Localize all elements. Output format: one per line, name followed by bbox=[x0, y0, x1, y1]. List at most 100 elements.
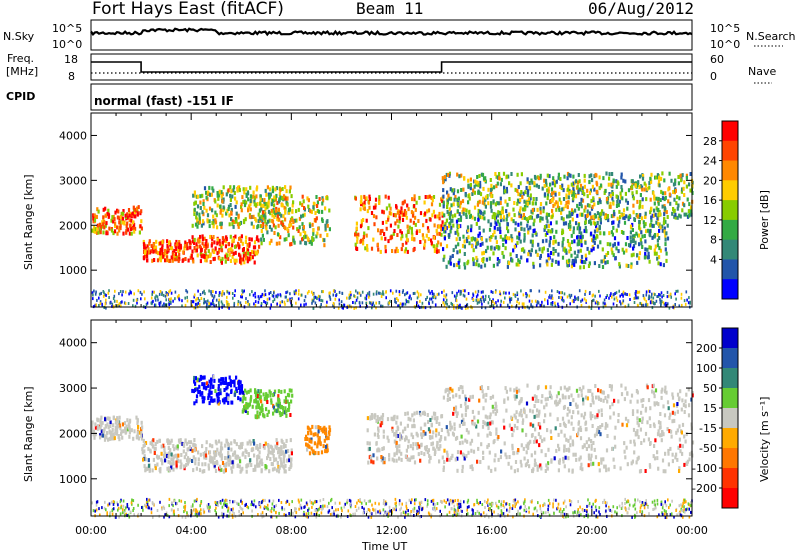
range-cell bbox=[432, 195, 436, 199]
range-cell bbox=[588, 250, 591, 255]
range-cell bbox=[396, 445, 399, 450]
range-cell bbox=[490, 190, 493, 195]
range-cell bbox=[514, 187, 517, 192]
range-cell bbox=[656, 256, 659, 261]
range-cell bbox=[412, 455, 415, 460]
range-cell bbox=[529, 252, 532, 257]
range-cell bbox=[277, 199, 281, 204]
range-cell bbox=[387, 215, 390, 220]
range-cell bbox=[227, 204, 231, 209]
range-cell bbox=[513, 413, 516, 418]
range-cell bbox=[547, 186, 550, 191]
range-cell bbox=[207, 393, 210, 398]
range-cell bbox=[266, 400, 269, 404]
range-cell bbox=[434, 448, 437, 453]
range-cell bbox=[659, 198, 662, 202]
range-cell bbox=[551, 303, 554, 307]
range-cell bbox=[213, 294, 216, 298]
range-cell bbox=[136, 212, 139, 217]
range-cell bbox=[249, 202, 252, 207]
range-cell bbox=[270, 238, 273, 243]
range-cell bbox=[293, 290, 296, 294]
range-cell bbox=[314, 432, 317, 437]
range-cell bbox=[468, 196, 471, 201]
range-cell bbox=[530, 248, 533, 253]
range-cell bbox=[252, 245, 256, 250]
range-cell bbox=[505, 389, 508, 394]
range-cell bbox=[640, 184, 643, 189]
range-cell bbox=[411, 197, 414, 202]
range-cell bbox=[282, 452, 286, 457]
range-cell bbox=[263, 202, 266, 207]
range-cell bbox=[220, 441, 223, 446]
range-cell bbox=[307, 198, 310, 203]
range-cell bbox=[158, 438, 161, 443]
range-cell bbox=[411, 213, 415, 218]
range-cell bbox=[365, 294, 368, 298]
range-cell bbox=[608, 296, 610, 300]
range-cell bbox=[263, 300, 265, 303]
range-cell bbox=[618, 209, 621, 214]
range-cell bbox=[629, 239, 632, 244]
range-cell bbox=[359, 200, 362, 205]
range-cell bbox=[425, 233, 428, 238]
range-cell bbox=[154, 303, 157, 307]
range-cell bbox=[478, 225, 481, 230]
range-cell bbox=[418, 195, 421, 200]
range-cell bbox=[556, 201, 559, 206]
range-cell bbox=[497, 457, 500, 462]
range-cell bbox=[580, 304, 583, 307]
range-cell bbox=[595, 180, 598, 185]
range-cell bbox=[467, 259, 470, 264]
range-cell bbox=[248, 303, 251, 307]
range-cell bbox=[241, 241, 244, 246]
range-cell bbox=[199, 234, 202, 239]
range-cell bbox=[98, 296, 100, 300]
range-cell bbox=[454, 244, 457, 249]
range-cell bbox=[568, 249, 571, 254]
range-cell bbox=[237, 396, 240, 401]
range-cell bbox=[220, 245, 223, 250]
range-cell bbox=[421, 301, 424, 305]
range-cell bbox=[164, 258, 167, 263]
range-cell bbox=[95, 214, 98, 219]
range-cell bbox=[627, 303, 630, 307]
range-cell bbox=[227, 446, 230, 451]
range-cell bbox=[482, 196, 485, 201]
range-cell bbox=[141, 292, 143, 296]
range-cell bbox=[375, 215, 378, 220]
range-cell bbox=[288, 189, 291, 194]
range-cell bbox=[383, 460, 386, 465]
range-cell bbox=[207, 466, 210, 471]
range-cell bbox=[615, 246, 618, 251]
range-cell bbox=[659, 248, 662, 253]
range-cell bbox=[520, 247, 524, 252]
range-cell bbox=[496, 262, 499, 267]
range-cell bbox=[194, 222, 198, 227]
range-cell bbox=[467, 430, 470, 435]
range-cell bbox=[601, 390, 604, 395]
range-cell bbox=[580, 231, 583, 236]
range-cell bbox=[260, 198, 264, 203]
range-cell bbox=[259, 201, 262, 206]
range-cell bbox=[664, 451, 667, 456]
range-cell bbox=[208, 219, 211, 224]
range-cell bbox=[588, 179, 591, 184]
range-cell bbox=[146, 258, 149, 263]
range-cell bbox=[118, 292, 120, 296]
range-cell bbox=[259, 411, 262, 416]
range-cell bbox=[667, 187, 670, 192]
range-cell bbox=[221, 380, 224, 385]
range-cell bbox=[463, 239, 466, 244]
range-cell bbox=[634, 296, 637, 300]
range-cell bbox=[166, 255, 169, 260]
range-cell bbox=[284, 185, 287, 190]
range-cell bbox=[438, 421, 441, 426]
range-cell bbox=[321, 209, 324, 214]
range-cell bbox=[505, 291, 507, 295]
range-cell bbox=[584, 220, 587, 225]
range-cell bbox=[677, 181, 680, 186]
range-cell bbox=[431, 213, 434, 218]
range-cell bbox=[458, 258, 461, 263]
range-cell bbox=[223, 238, 226, 243]
